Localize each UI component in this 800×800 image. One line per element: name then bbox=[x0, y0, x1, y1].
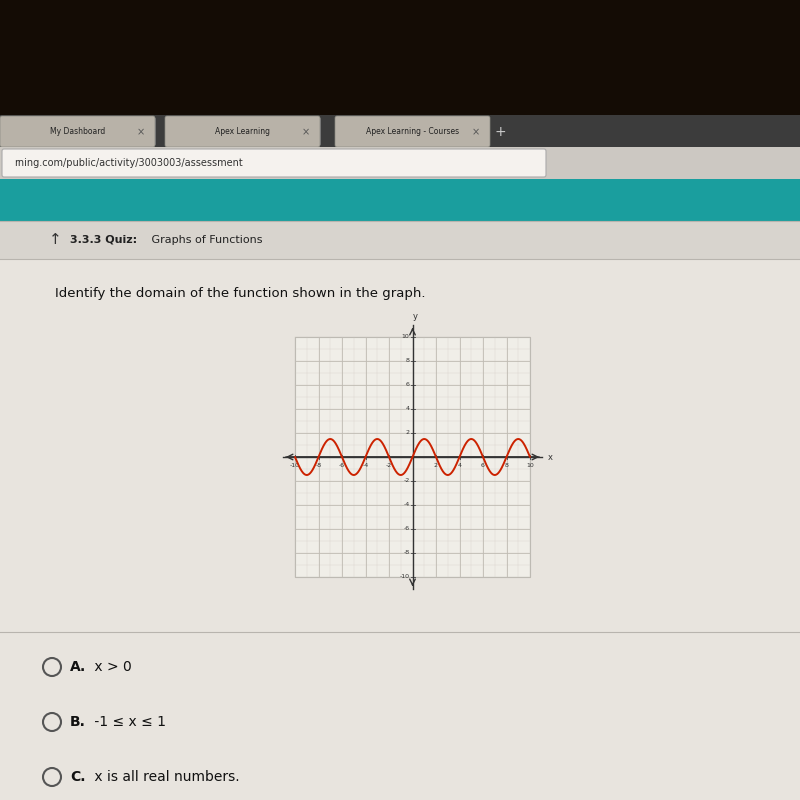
Text: Apex Learning - Courses: Apex Learning - Courses bbox=[366, 127, 459, 137]
Text: x > 0: x > 0 bbox=[90, 660, 132, 674]
FancyBboxPatch shape bbox=[0, 116, 155, 147]
Text: 8: 8 bbox=[406, 358, 410, 363]
Text: 10: 10 bbox=[526, 463, 534, 468]
Bar bbox=[295, 337, 530, 577]
Text: x: x bbox=[548, 453, 553, 462]
Text: 6: 6 bbox=[406, 382, 410, 387]
Bar bbox=[0, 179, 800, 221]
FancyBboxPatch shape bbox=[2, 149, 546, 177]
Bar bbox=[0, 259, 800, 800]
Text: Apex Learning: Apex Learning bbox=[215, 127, 270, 137]
Text: -2: -2 bbox=[386, 463, 392, 468]
Text: ×: × bbox=[302, 127, 310, 137]
Text: 6: 6 bbox=[481, 463, 485, 468]
Text: y: y bbox=[413, 312, 418, 321]
Text: -8: -8 bbox=[403, 550, 410, 555]
Text: ↑: ↑ bbox=[49, 233, 62, 247]
Text: -1 ≤ x ≤ 1: -1 ≤ x ≤ 1 bbox=[90, 715, 166, 729]
Text: -2: -2 bbox=[403, 478, 410, 483]
Text: Graphs of Functions: Graphs of Functions bbox=[148, 235, 262, 245]
Text: +: + bbox=[494, 125, 506, 139]
Text: ×: × bbox=[137, 127, 145, 137]
FancyBboxPatch shape bbox=[335, 116, 490, 147]
Text: Identify the domain of the function shown in the graph.: Identify the domain of the function show… bbox=[55, 287, 426, 300]
Text: rning.com/public/activity/3003003/assessment: rning.com/public/activity/3003003/assess… bbox=[14, 158, 242, 168]
Text: My Dashboard: My Dashboard bbox=[50, 127, 105, 137]
Text: -8: -8 bbox=[315, 463, 322, 468]
Text: -4: -4 bbox=[362, 463, 369, 468]
Text: x is all real numbers.: x is all real numbers. bbox=[90, 770, 240, 784]
Text: 10: 10 bbox=[402, 334, 410, 339]
Text: 3.3.3 Quiz:: 3.3.3 Quiz: bbox=[70, 235, 137, 245]
Text: 2: 2 bbox=[434, 463, 438, 468]
FancyBboxPatch shape bbox=[165, 116, 320, 147]
Text: -6: -6 bbox=[339, 463, 345, 468]
Text: -10: -10 bbox=[399, 574, 410, 579]
Text: 4: 4 bbox=[406, 406, 410, 411]
Bar bbox=[0, 221, 800, 259]
Bar bbox=[0, 147, 800, 179]
Bar bbox=[0, 115, 800, 147]
Text: B.: B. bbox=[70, 715, 86, 729]
Bar bbox=[0, 221, 800, 800]
Text: -6: -6 bbox=[403, 526, 410, 531]
Text: -4: -4 bbox=[403, 502, 410, 507]
Text: 8: 8 bbox=[505, 463, 509, 468]
Text: 2: 2 bbox=[406, 430, 410, 435]
Text: 4: 4 bbox=[458, 463, 462, 468]
Text: C.: C. bbox=[70, 770, 86, 784]
Text: ×: × bbox=[472, 127, 480, 137]
Bar bbox=[0, 0, 800, 115]
Text: A.: A. bbox=[70, 660, 86, 674]
Text: -10: -10 bbox=[290, 463, 300, 468]
